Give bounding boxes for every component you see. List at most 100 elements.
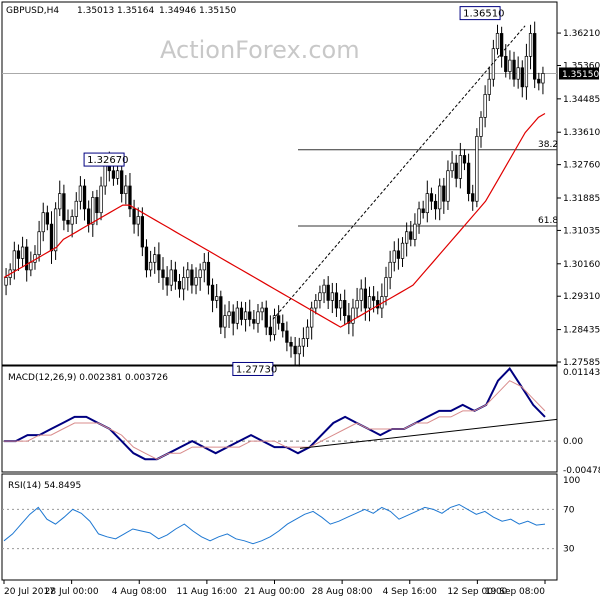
candle-body [429,193,434,202]
candle-body [82,185,87,210]
candle-body [417,208,421,225]
candle-body [347,315,351,324]
rsi-y-tick-label: 100 [563,476,580,486]
candle-body [74,200,78,217]
candle-body [128,185,132,210]
candle-body [91,197,95,225]
candle-body [495,33,500,50]
fib-level-label: 38.2 [538,140,558,150]
candle-body [132,208,136,225]
candle-body [223,315,227,328]
candle-body [466,162,471,194]
candle-body [343,300,347,317]
candle-body [4,277,8,286]
candle-body [115,170,120,179]
candle-body [235,307,239,324]
candle-body [165,277,169,286]
candle-body [256,311,260,324]
candle-body [479,116,483,137]
price-panel-frame [1,1,558,366]
candle-body [58,193,62,210]
candle-body [161,269,165,278]
x-tick-label: 4 Sep 16:00 [383,587,438,597]
price-y-tick-label: 1.36210 [563,29,600,39]
macd-panel-frame [1,365,558,473]
candle-body [438,185,442,210]
candle-body [37,231,41,255]
macd-trendline [299,418,558,449]
candle-body [305,326,310,339]
candle-body [243,311,248,320]
candle-body [87,208,91,225]
watermark: ActionForex.com [160,36,360,64]
last-price-box [559,67,599,80]
candle-body [359,288,363,301]
price-annotation-label: 1.27730 [236,364,277,375]
header-low: 1.34946 [159,6,196,16]
candle-body [157,254,161,271]
candle-body [297,345,301,355]
candle-body [181,277,186,290]
candle-body [41,212,45,233]
candle-body [20,246,25,259]
macd-y-tick-label: 0.00 [563,437,583,447]
price-y-tick-label: 1.27585 [563,358,600,368]
candle-body [433,200,438,210]
price-trendline [272,25,526,320]
price-y-tick-label: 1.32760 [563,161,600,171]
candle-body [215,296,219,301]
candle-body [260,307,264,313]
candle-body [144,246,149,271]
candle-body [392,250,396,263]
candle-body [239,307,244,320]
x-tick-label: 21 Aug 00:00 [244,587,305,597]
candle-body [367,296,372,309]
x-tick-label: 19 Sep 08:00 [485,587,545,597]
price-annotation-label: 1.36510 [463,9,504,20]
candle-body [499,33,504,57]
candle-body [16,250,21,259]
candle-body [326,284,330,301]
candle-body [285,330,289,343]
header-close: 1.35150 [199,6,236,16]
x-tick-label: 20 Jul 2017 [4,587,55,597]
candle-body [528,33,533,57]
candle-body [322,284,326,294]
candle-body [231,311,235,324]
header-open: 1.35013 [77,6,114,16]
x-tick-label: 28 Jul 00:00 [45,587,99,597]
candle-body [268,326,273,336]
rsi-panel-frame [1,473,558,581]
candle-body [177,280,182,290]
candle-body [425,193,429,214]
rsi-y-tick-label: 30 [563,545,575,555]
candle-body [483,94,487,118]
candle-body [124,185,128,194]
macd-series-line [4,380,546,460]
rsi-layer [2,503,557,550]
candle-body [450,162,454,172]
candle-body [248,311,252,320]
moving-average-line [3,112,546,328]
candle-body [512,59,516,80]
candle-body [206,261,211,286]
price-y-tick-label: 1.30160 [563,260,600,270]
candle-body [533,33,537,80]
candle-body [351,307,355,324]
x-tick-label: 28 Aug 08:00 [312,587,373,597]
candle-body [95,197,99,214]
candle-body [136,216,140,225]
candle-body [314,300,318,309]
candle-body [421,208,425,214]
candle-body [487,78,491,95]
candle-body [148,261,153,271]
candle-body [219,296,223,328]
candle-body [405,231,409,244]
axis-layer: 1.36210 1.35360 1.34485 1.33610 1.32760 1.318… [3,29,600,597]
header-symbol: GBPUSD,H4 [6,6,59,16]
candle-body [384,277,388,297]
price-y-tick-label: 1.29310 [563,292,600,302]
candle-body [293,345,297,355]
candle-body [173,269,178,282]
candle-body [78,185,83,202]
